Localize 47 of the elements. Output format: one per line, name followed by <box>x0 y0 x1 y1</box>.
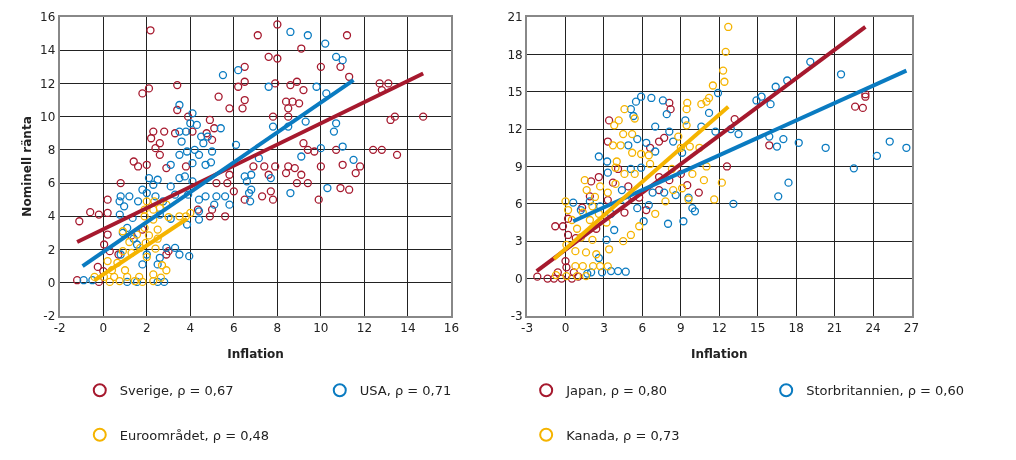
x-tick-label: 0 <box>99 321 108 336</box>
x-tick-label: 16 <box>443 321 460 336</box>
x-tick-label: 14 <box>400 321 416 336</box>
x-tick-label: 3 <box>600 321 608 336</box>
legend-label: Storbritannien, ρ = 0,60 <box>806 383 965 399</box>
y-tick-label: -2 <box>43 309 56 324</box>
y-tick-label: 8 <box>47 143 56 158</box>
y-tick-label: 2 <box>47 242 56 257</box>
x-tick-label: 21 <box>826 321 843 336</box>
y-tick-label: 6 <box>47 176 56 191</box>
x-tick-label: 15 <box>750 321 766 336</box>
x-axis-title: Inflation <box>227 346 284 361</box>
x-tick-label: 24 <box>865 321 881 336</box>
x-tick-label: 2 <box>142 321 151 336</box>
legend-label: USA, ρ = 0,71 <box>359 383 452 399</box>
x-tick-label: 4 <box>186 321 195 336</box>
x-tick-label: 27 <box>903 321 920 336</box>
legend-label: Japan, ρ = 0,80 <box>565 383 668 399</box>
y-tick-label: 0 <box>47 275 56 290</box>
y-tick-label: 14 <box>40 43 56 58</box>
x-tick-label: 0 <box>561 321 570 336</box>
legend-label: Kanada, ρ = 0,73 <box>566 427 680 443</box>
y-tick-label: 12 <box>507 122 523 137</box>
y-tick-label: 21 <box>507 10 523 25</box>
x-tick-label: 12 <box>711 321 727 336</box>
y-tick-label: 16 <box>40 10 56 25</box>
y-tick-label: 3 <box>515 234 523 249</box>
x-tick-label: 9 <box>677 321 685 336</box>
y-tick-label: 0 <box>515 271 523 286</box>
x-tick-label: 18 <box>788 321 804 336</box>
x-tick-label: 8 <box>273 321 282 336</box>
y-tick-label: 6 <box>515 197 523 212</box>
y-tick-label: 9 <box>515 159 523 174</box>
y-tick-label: 4 <box>47 209 56 224</box>
y-tick-label: 18 <box>507 47 523 62</box>
y-tick-label: -3 <box>510 309 523 324</box>
x-tick-label: 10 <box>313 321 329 336</box>
y-tick-label: 15 <box>507 84 523 99</box>
y-axis-title: Nominell ränta <box>19 116 34 217</box>
x-tick-label: 12 <box>356 321 373 336</box>
x-tick-label: 6 <box>638 321 647 336</box>
x-tick-label: 6 <box>230 321 238 336</box>
legend-label: Euroområdet, ρ = 0,48 <box>119 427 270 443</box>
legend-label: Sverige, ρ = 0,67 <box>119 383 234 399</box>
x-axis-title: Inflation <box>690 346 748 361</box>
y-tick-label: 12 <box>40 76 56 91</box>
y-tick-label: 10 <box>40 109 56 124</box>
